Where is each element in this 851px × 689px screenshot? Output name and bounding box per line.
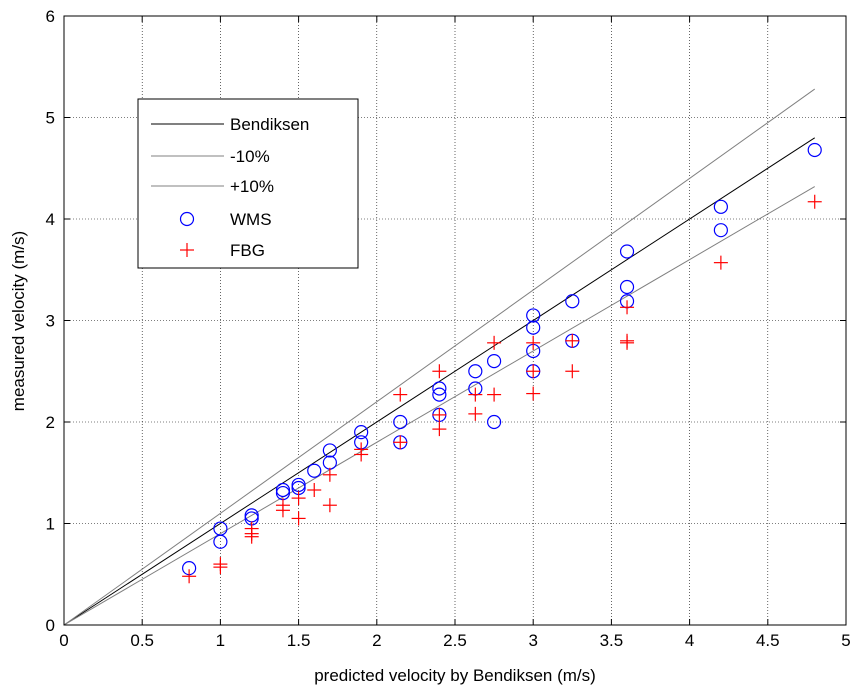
x-axis-label: predicted velocity by Bendiksen (m/s): [314, 666, 596, 685]
legend: Bendiksen -10% +10% WMS FBG: [137, 98, 359, 269]
marker-wms: [807, 142, 822, 158]
marker-wms: [713, 223, 728, 238]
marker-fbg: [393, 435, 408, 450]
y-tick-label: 0: [46, 616, 55, 635]
marker-wms: [526, 308, 541, 323]
marker-fbg: [182, 569, 197, 584]
line-bendiksen: [63, 137, 815, 626]
legend-label-wms: WMS: [230, 210, 272, 229]
marker-fbg: [213, 560, 228, 575]
legend-marker-wms: [179, 211, 195, 227]
legend-label-fbg: FBG: [230, 241, 265, 260]
marker-fbg: [322, 498, 337, 513]
legend-label-plus10: +10%: [230, 177, 274, 196]
marker-fbg: [620, 300, 635, 315]
y-tick-label: 3: [46, 312, 55, 331]
axis-ticks: [63, 15, 847, 626]
tick-labels: 0 0.5 1 1.5 2 2.5 3 3.5 4 4.5 5 0 1 2 3 4 5 6: [46, 7, 851, 650]
marker-fbg: [565, 333, 580, 348]
marker-fbg: [468, 387, 483, 402]
marker-wms: [619, 279, 635, 295]
marker-wms: [213, 534, 228, 549]
x-tick-label: 5: [841, 631, 850, 650]
marker-fbg: [432, 407, 447, 422]
marker-fbg: [322, 467, 337, 482]
marker-wms: [619, 244, 635, 259]
marker-fbg: [291, 491, 306, 506]
marker-wms: [487, 414, 502, 430]
line-10: [63, 88, 816, 626]
legend-box: [137, 98, 359, 269]
marker-fbg: [526, 386, 541, 401]
marker-wms: [432, 387, 447, 402]
marker-fbg: [275, 503, 290, 518]
line-10: [63, 186, 815, 626]
marker-fbg: [468, 406, 483, 421]
data-markers: [182, 142, 822, 584]
marker-wms: [307, 463, 322, 478]
y-tick-label: 1: [46, 515, 55, 534]
y-tick-label: 4: [46, 210, 55, 229]
x-tick-label: 3.5: [600, 631, 624, 650]
marker-wms: [322, 443, 337, 458]
y-axis-label: measured velocity (m/s): [9, 231, 28, 411]
y-tick-label: 2: [46, 413, 55, 432]
y-tick-label: 5: [46, 109, 55, 128]
marker-wms: [526, 320, 541, 335]
x-tick-label: 4.5: [756, 631, 780, 650]
marker-fbg: [432, 364, 447, 379]
legend-label-bendiksen: Bendiksen: [230, 115, 309, 134]
y-tick-label: 6: [46, 7, 55, 26]
marker-wms: [487, 354, 502, 369]
legend-label-minus10: -10%: [230, 147, 270, 166]
marker-wms: [354, 425, 369, 440]
marker-fbg: [354, 447, 369, 462]
x-tick-label: 2: [372, 631, 381, 650]
marker-fbg: [526, 335, 541, 350]
marker-fbg: [807, 194, 822, 209]
marker-wms: [432, 381, 447, 396]
x-tick-label: 0: [59, 631, 68, 650]
marker-wms: [468, 364, 483, 379]
marker-wms: [713, 199, 728, 214]
marker-fbg: [526, 364, 541, 379]
marker-fbg: [620, 335, 635, 350]
marker-wms: [275, 482, 291, 498]
marker-fbg: [307, 483, 322, 498]
marker-fbg: [291, 511, 306, 526]
marker-fbg: [393, 387, 408, 402]
x-tick-label: 4: [685, 631, 694, 650]
marker-fbg: [432, 422, 447, 437]
x-tick-label: 3: [528, 631, 537, 650]
marker-fbg: [487, 387, 502, 402]
reference-lines: [63, 88, 816, 626]
marker-fbg: [713, 255, 728, 270]
x-tick-label: 0.5: [130, 631, 154, 650]
x-tick-label: 1.5: [287, 631, 311, 650]
marker-wms: [393, 414, 408, 430]
marker-fbg: [565, 364, 580, 379]
marker-wms: [565, 294, 580, 309]
legend-marker-fbg: [180, 243, 194, 257]
marker-fbg: [487, 335, 502, 350]
x-tick-label: 1: [216, 631, 225, 650]
x-tick-label: 2.5: [443, 631, 467, 650]
marker-fbg: [244, 529, 259, 544]
